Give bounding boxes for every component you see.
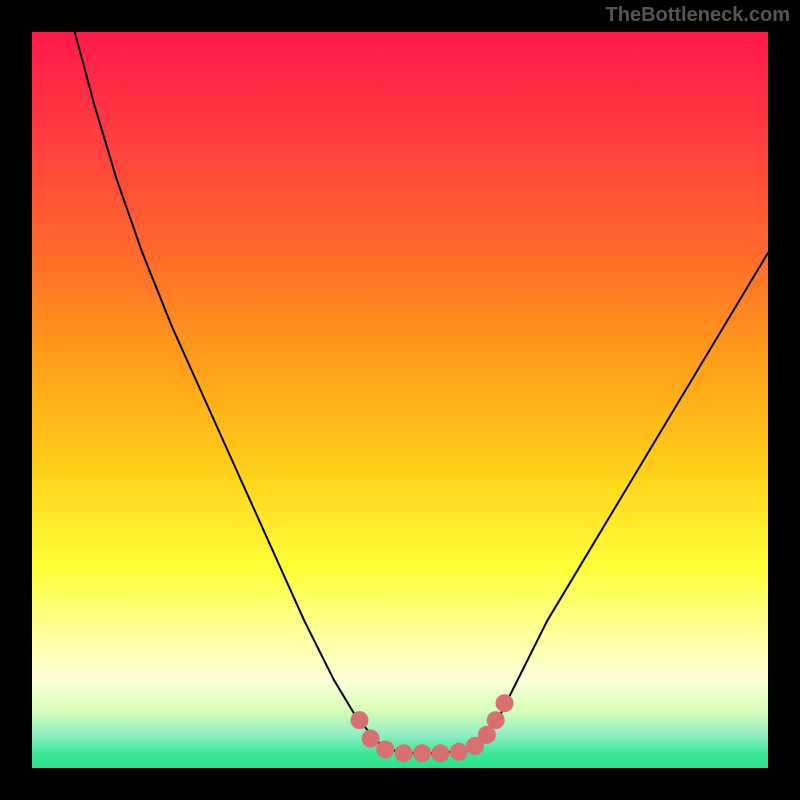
marker-dot bbox=[431, 744, 449, 762]
marker-dot bbox=[395, 744, 413, 762]
marker-dot bbox=[496, 694, 514, 712]
marker-dot bbox=[450, 743, 468, 761]
marker-dot bbox=[362, 730, 380, 748]
marker-dot bbox=[376, 741, 394, 759]
gradient-background bbox=[32, 32, 768, 768]
marker-dot bbox=[413, 744, 431, 762]
marker-dot bbox=[487, 711, 505, 729]
plot-area bbox=[32, 32, 768, 768]
plot-svg bbox=[32, 32, 768, 768]
watermark-text: TheBottleneck.com bbox=[606, 4, 790, 27]
chart-container: TheBottleneck.com bbox=[0, 0, 800, 800]
marker-dot bbox=[351, 711, 369, 729]
